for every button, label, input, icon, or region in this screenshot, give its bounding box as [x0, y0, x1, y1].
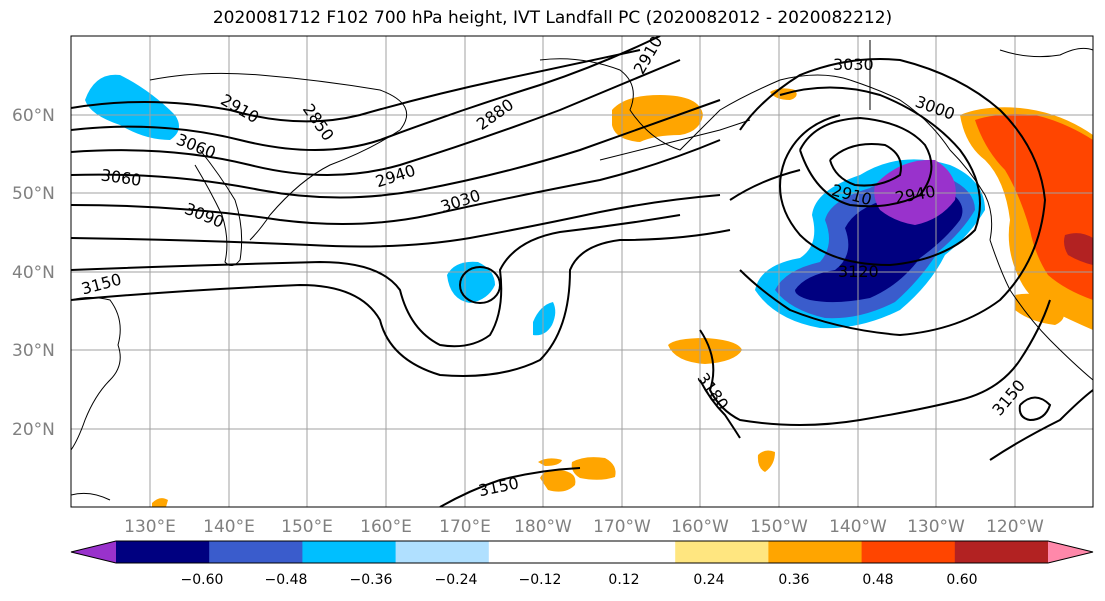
colorbar-segment [861, 541, 956, 563]
map-content: 3030 2910 2850 2880 2910 3000 3060 3060 … [71, 36, 1093, 507]
colorbar-outline [70, 540, 1094, 564]
shade-positive-weak-trop1 [540, 469, 576, 492]
colorbar-segment [209, 541, 303, 563]
colorbar-segment [768, 541, 863, 563]
lat-label-60n: 60°N [12, 106, 55, 126]
shade-negative-weak-small [533, 302, 556, 336]
colorbar-segment [116, 541, 210, 563]
height-contours [71, 36, 1093, 507]
lon-label-150w: 150°W [750, 517, 808, 537]
lat-label-40n: 40°N [12, 263, 55, 283]
contour-label-3030-top: 3030 [833, 55, 874, 74]
lon-label-170w: 170°W [593, 517, 651, 537]
colorbar-extend-min [71, 541, 116, 563]
colorbar-tick-label: −0.12 [519, 572, 562, 588]
lon-label-170e: 170°E [439, 517, 491, 537]
colorbar-tick-label: 0.36 [778, 572, 809, 588]
colorbar-segment [954, 541, 1049, 563]
graticule [71, 36, 1093, 507]
map-frame [70, 35, 1094, 508]
lon-label-130w: 130°W [907, 517, 965, 537]
colorbar-segment [488, 541, 583, 563]
lon-label-150e: 150°E [281, 517, 333, 537]
lon-label-120w: 120°W [986, 517, 1044, 537]
shade-positive-moderate-ne [975, 114, 1093, 300]
shade-positive-weak-hawaii-n [668, 338, 742, 364]
colorbar-tick-label: −0.48 [265, 572, 308, 588]
lon-label-160w: 160°W [671, 517, 729, 537]
lat-label-30n: 30°N [12, 341, 55, 361]
shade-negative-strongest-goa [874, 159, 956, 225]
colorbar-tick-label: −0.24 [435, 572, 478, 588]
longitude-labels: 130°E 140°E 150°E 160°E 170°E 180°W 170°… [124, 517, 1044, 537]
colorbar-segment [302, 541, 397, 563]
lon-label-160e: 160°E [360, 517, 412, 537]
contour-label-3120: 3120 [838, 262, 879, 281]
colorbar-tick-label: 0.48 [862, 572, 893, 588]
colorbar [70, 540, 1094, 564]
colorbar-segment [675, 541, 769, 563]
colorbar-tick-label: 0.60 [946, 572, 977, 588]
colorbar-tick-label: −0.60 [181, 572, 224, 588]
shade-positive-weak-trop4 [757, 450, 775, 472]
colorbar-segment [395, 541, 490, 563]
shade-negative-weak-nw [85, 74, 179, 140]
shade-positive-weak-ca [1015, 293, 1064, 325]
lon-label-140e: 140°E [203, 517, 255, 537]
colorbar-tick-label: −0.36 [350, 572, 393, 588]
lon-label-140w: 140°W [829, 517, 887, 537]
lat-label-20n: 20°N [12, 420, 55, 440]
colorbar-tick-label: 0.24 [693, 572, 724, 588]
colorbar-extend-max [1048, 541, 1093, 563]
colorbar-ticks: −0.60 −0.48 −0.36 −0.24 −0.12 0.12 0.24 … [181, 572, 978, 588]
shade-positive-weak-trop2 [571, 457, 616, 480]
lat-label-50n: 50°N [12, 184, 55, 204]
coastlines [71, 40, 1093, 501]
colorbar-segment [582, 541, 676, 563]
lon-label-130e: 130°E [124, 517, 176, 537]
shade-positive-weak-trop5 [152, 498, 168, 507]
shade-positive-strong-ne [1064, 233, 1093, 265]
colorbar-tick-label: 0.12 [608, 572, 639, 588]
map-title: 2020081712 F102 700 hPa height, IVT Land… [212, 8, 893, 28]
lon-label-180w: 180°W [514, 517, 572, 537]
latitude-labels: 60°N 50°N 40°N 30°N 20°N [12, 106, 55, 440]
shade-positive-weak-trop3 [538, 458, 562, 466]
